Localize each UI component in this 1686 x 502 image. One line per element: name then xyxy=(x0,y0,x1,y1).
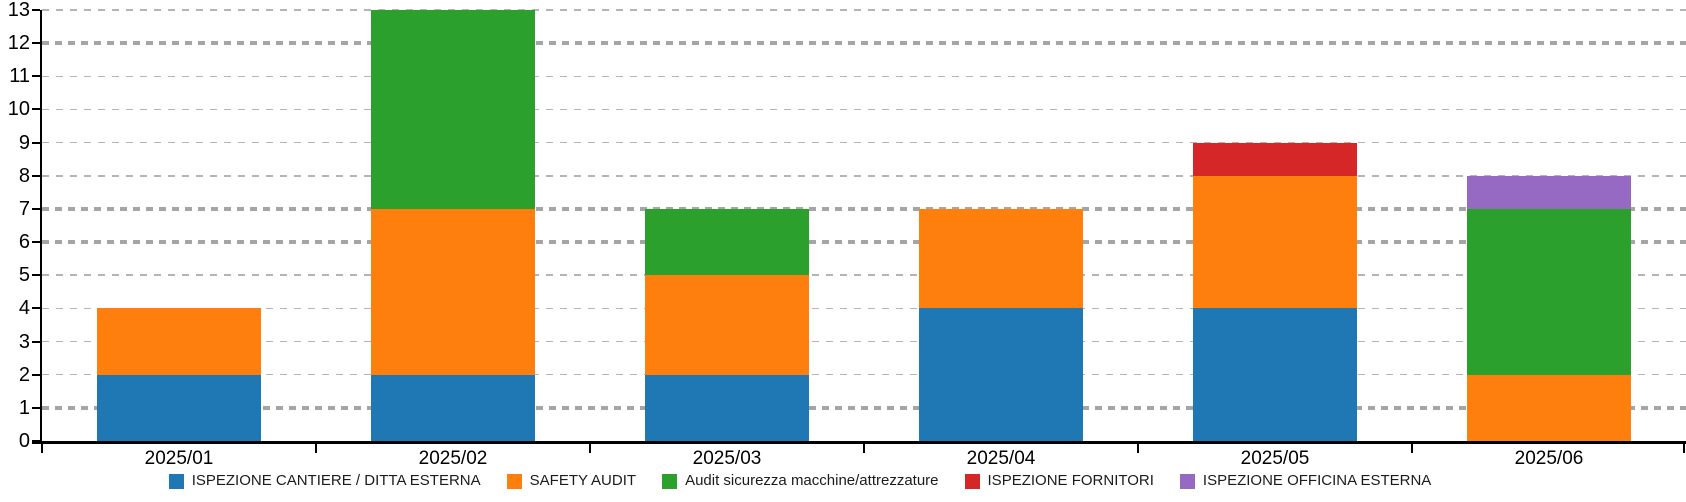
y-axis-tick xyxy=(32,174,40,177)
x-axis-tick xyxy=(41,441,43,453)
x-axis-line xyxy=(32,441,1686,444)
gridline xyxy=(42,175,1686,177)
legend-label: ISPEZIONE OFFICINA ESTERNA xyxy=(1202,472,1432,489)
x-axis-label: 2025/05 xyxy=(1240,448,1310,469)
y-axis-label: 9 xyxy=(18,131,30,154)
legend-label: Audit sicurezza macchine/attrezzature xyxy=(685,472,939,489)
gridline xyxy=(42,207,1686,211)
legend-item[interactable]: ISPEZIONE FORNITORI xyxy=(964,472,1154,490)
y-axis-label: 12 xyxy=(7,32,30,55)
legend-label: SAFETY AUDIT xyxy=(529,472,637,489)
gridline xyxy=(42,41,1686,45)
legend-color-swatch xyxy=(964,473,980,489)
y-axis-tick xyxy=(32,307,40,310)
y-axis-label: 10 xyxy=(7,98,30,121)
y-axis-label: 1 xyxy=(18,396,30,419)
x-axis-tick xyxy=(589,441,591,453)
bar-segment[interactable] xyxy=(645,208,809,276)
gridline xyxy=(42,75,1686,78)
y-axis-tick xyxy=(32,340,40,343)
bar-segment[interactable] xyxy=(97,308,261,375)
y-axis-tick xyxy=(32,373,40,376)
bar-segment[interactable] xyxy=(1193,308,1357,441)
y-axis-tick xyxy=(32,406,40,409)
y-axis-label: 7 xyxy=(18,197,30,220)
bar-segment[interactable] xyxy=(919,208,1083,309)
x-axis-tick xyxy=(863,441,865,453)
bar-segment[interactable] xyxy=(1193,175,1357,309)
gridline xyxy=(42,340,1686,343)
gridline xyxy=(42,108,1686,111)
y-axis-label: 5 xyxy=(18,264,30,287)
x-axis-tick xyxy=(1137,441,1139,453)
legend-item[interactable]: ISPEZIONE CANTIERE / DITTA ESTERNA xyxy=(168,472,481,490)
legend-color-swatch xyxy=(1179,473,1195,489)
y-axis-label: 13 xyxy=(7,0,30,21)
y-axis-tick xyxy=(32,75,40,78)
y-axis-tick xyxy=(32,108,40,111)
y-axis-label: 11 xyxy=(9,65,30,88)
x-axis-label: 2025/06 xyxy=(1514,448,1584,469)
y-axis-label: 2 xyxy=(18,363,30,386)
y-axis-line xyxy=(40,10,42,443)
legend-color-swatch xyxy=(506,473,522,489)
gridline xyxy=(42,373,1686,376)
chart-legend: ISPEZIONE CANTIERE / DITTA ESTERNA SAFETY… xyxy=(0,472,1600,490)
legend-item[interactable]: ISPEZIONE OFFICINA ESTERNA xyxy=(1179,472,1432,490)
y-axis-tick xyxy=(32,9,40,11)
y-axis-label: 6 xyxy=(18,231,30,254)
gridline xyxy=(42,9,1686,11)
x-axis-tick xyxy=(1683,441,1685,453)
bar-segment[interactable] xyxy=(1467,208,1631,375)
bar-segment[interactable] xyxy=(1467,175,1631,209)
gridline xyxy=(42,274,1686,276)
legend-item[interactable]: SAFETY AUDIT xyxy=(506,472,637,490)
legend-item[interactable]: Audit sicurezza macchine/attrezzature xyxy=(662,472,939,490)
x-axis-tick xyxy=(1411,441,1413,453)
y-axis-label: 0 xyxy=(18,430,30,452)
bar-segment[interactable] xyxy=(371,208,535,375)
y-axis-tick xyxy=(32,42,40,45)
y-axis-label: 8 xyxy=(18,164,30,187)
y-axis-tick xyxy=(32,241,40,244)
legend-label: ISPEZIONE CANTIERE / DITTA ESTERNA xyxy=(191,472,481,489)
gridline xyxy=(42,141,1686,144)
bar-segment[interactable] xyxy=(645,275,809,375)
y-axis-tick xyxy=(32,274,40,277)
gridline xyxy=(42,406,1686,410)
gridline xyxy=(42,240,1686,244)
gridline xyxy=(42,307,1686,310)
x-axis-label: 2025/01 xyxy=(144,448,214,469)
bar-segment[interactable] xyxy=(371,374,535,441)
y-axis-label: 3 xyxy=(18,330,30,353)
bar-segment[interactable] xyxy=(1193,142,1357,176)
x-axis-label: 2025/04 xyxy=(966,448,1036,469)
x-axis-label: 2025/02 xyxy=(418,448,488,469)
y-axis-tick xyxy=(32,207,40,210)
bar-segment[interactable] xyxy=(371,10,535,209)
y-axis-tick xyxy=(32,440,40,442)
bar-segment[interactable] xyxy=(919,308,1083,441)
y-axis-tick xyxy=(32,141,40,144)
legend-color-swatch xyxy=(168,473,184,489)
x-axis-label: 2025/03 xyxy=(692,448,762,469)
legend-color-swatch xyxy=(662,473,678,489)
x-axis-tick xyxy=(315,441,317,453)
legend-label: ISPEZIONE FORNITORI xyxy=(987,472,1154,489)
bar-segment[interactable] xyxy=(1467,374,1631,441)
bar-segment[interactable] xyxy=(97,374,261,441)
bar-segment[interactable] xyxy=(645,374,809,441)
y-axis-label: 4 xyxy=(18,297,30,320)
